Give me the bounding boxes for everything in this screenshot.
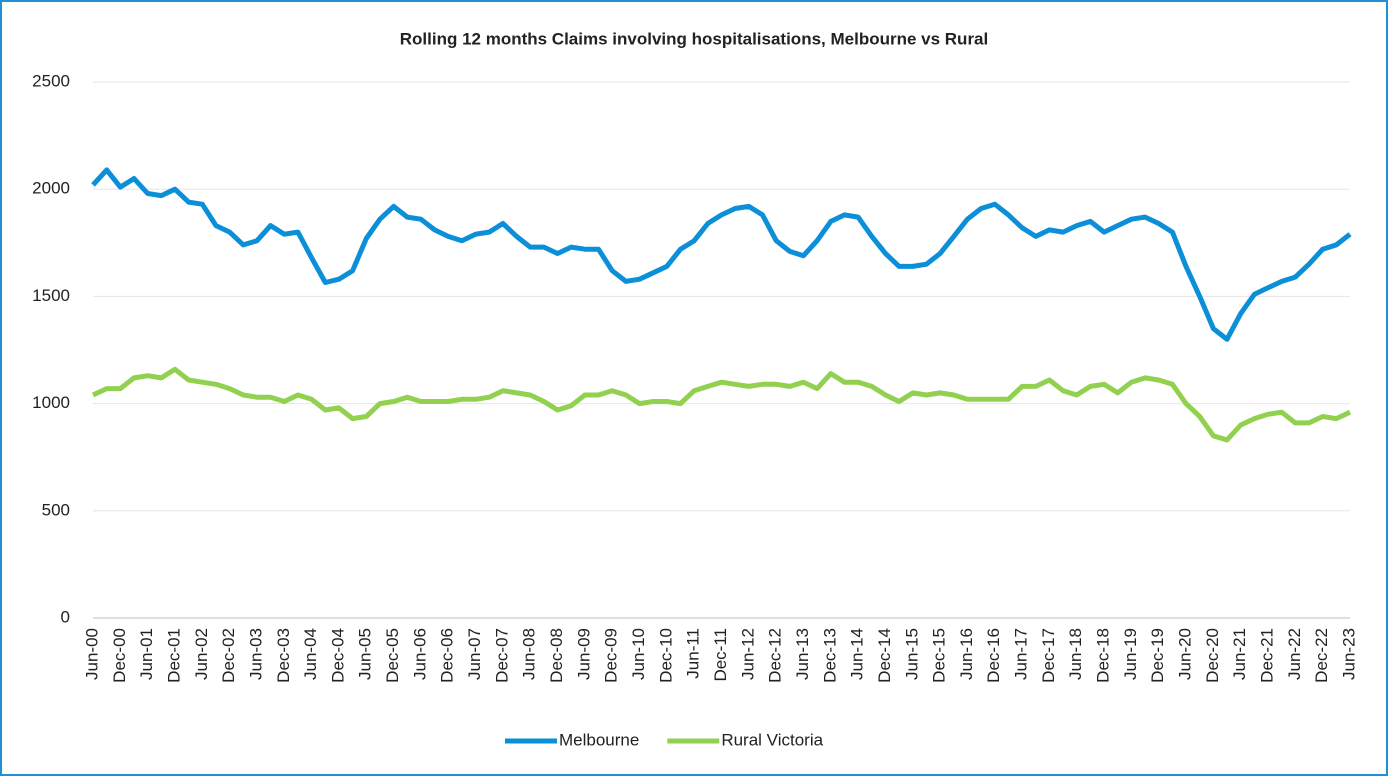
x-tick-label: Dec-03 <box>274 628 293 683</box>
x-tick-label: Jun-03 <box>246 628 265 680</box>
x-tick-label: Dec-11 <box>711 628 730 682</box>
y-tick-label: 0 <box>61 607 70 626</box>
x-tick-label: Dec-12 <box>766 628 785 683</box>
x-tick-label: Jun-01 <box>137 628 156 680</box>
x-tick-label: Dec-09 <box>602 628 621 683</box>
x-tick-label: Dec-08 <box>547 628 566 683</box>
x-tick-label: Jun-07 <box>465 628 484 680</box>
chart-title: Rolling 12 months Claims involving hospi… <box>400 29 988 48</box>
y-tick-label: 1000 <box>32 393 70 412</box>
x-tick-label: Jun-22 <box>1285 628 1304 680</box>
x-tick-label: Dec-14 <box>875 628 894 683</box>
x-tick-label: Dec-16 <box>984 628 1003 683</box>
x-tick-label: Dec-10 <box>656 628 675 683</box>
x-tick-label: Dec-04 <box>328 628 347 683</box>
x-tick-label: Jun-20 <box>1176 628 1195 680</box>
x-tick-label: Jun-23 <box>1339 628 1358 680</box>
x-tick-label: Dec-05 <box>383 628 402 683</box>
x-tick-label: Jun-08 <box>520 628 539 680</box>
x-tick-label: Dec-22 <box>1312 628 1331 683</box>
x-tick-label: Dec-02 <box>219 628 238 683</box>
y-tick-label: 2500 <box>32 71 70 90</box>
legend-label: Rural Victoria <box>721 730 823 749</box>
legend-label: Melbourne <box>559 730 639 749</box>
x-tick-label: Dec-18 <box>1094 628 1113 683</box>
x-tick-label: Jun-21 <box>1230 628 1249 680</box>
x-tick-label: Dec-06 <box>438 628 457 683</box>
x-tick-label: Dec-01 <box>164 628 183 683</box>
x-tick-label: Jun-10 <box>629 628 648 680</box>
x-tick-label: Jun-13 <box>793 628 812 680</box>
x-tick-label: Dec-00 <box>110 628 129 683</box>
x-tick-label: Jun-02 <box>192 628 211 680</box>
x-tick-label: Dec-19 <box>1148 628 1167 683</box>
x-tick-label: Dec-21 <box>1258 628 1277 683</box>
x-tick-label: Jun-15 <box>902 628 921 680</box>
y-tick-label: 1500 <box>32 286 70 305</box>
y-tick-label: 500 <box>42 500 70 519</box>
y-tick-label: 2000 <box>32 179 70 198</box>
x-tick-label: Dec-13 <box>820 628 839 683</box>
x-tick-label: Dec-07 <box>492 628 511 683</box>
x-tick-label: Jun-12 <box>738 628 757 680</box>
x-tick-label: Jun-09 <box>574 628 593 680</box>
x-tick-label: Dec-15 <box>930 628 949 683</box>
x-tick-label: Jun-04 <box>301 628 320 680</box>
x-tick-label: Jun-06 <box>410 628 429 680</box>
x-tick-label: Jun-05 <box>356 628 375 680</box>
x-tick-label: Jun-16 <box>957 628 976 680</box>
series-line <box>91 167 1352 342</box>
x-tick-label: Jun-18 <box>1066 628 1085 680</box>
x-tick-label: Dec-20 <box>1203 628 1222 683</box>
series-line <box>91 366 1352 443</box>
x-tick-label: Jun-00 <box>82 628 101 680</box>
x-tick-label: Jun-14 <box>848 628 867 680</box>
x-tick-label: Jun-11 <box>684 628 703 679</box>
x-tick-label: Jun-17 <box>1012 628 1031 680</box>
x-tick-label: Dec-17 <box>1039 628 1058 683</box>
x-tick-label: Jun-19 <box>1121 628 1140 680</box>
